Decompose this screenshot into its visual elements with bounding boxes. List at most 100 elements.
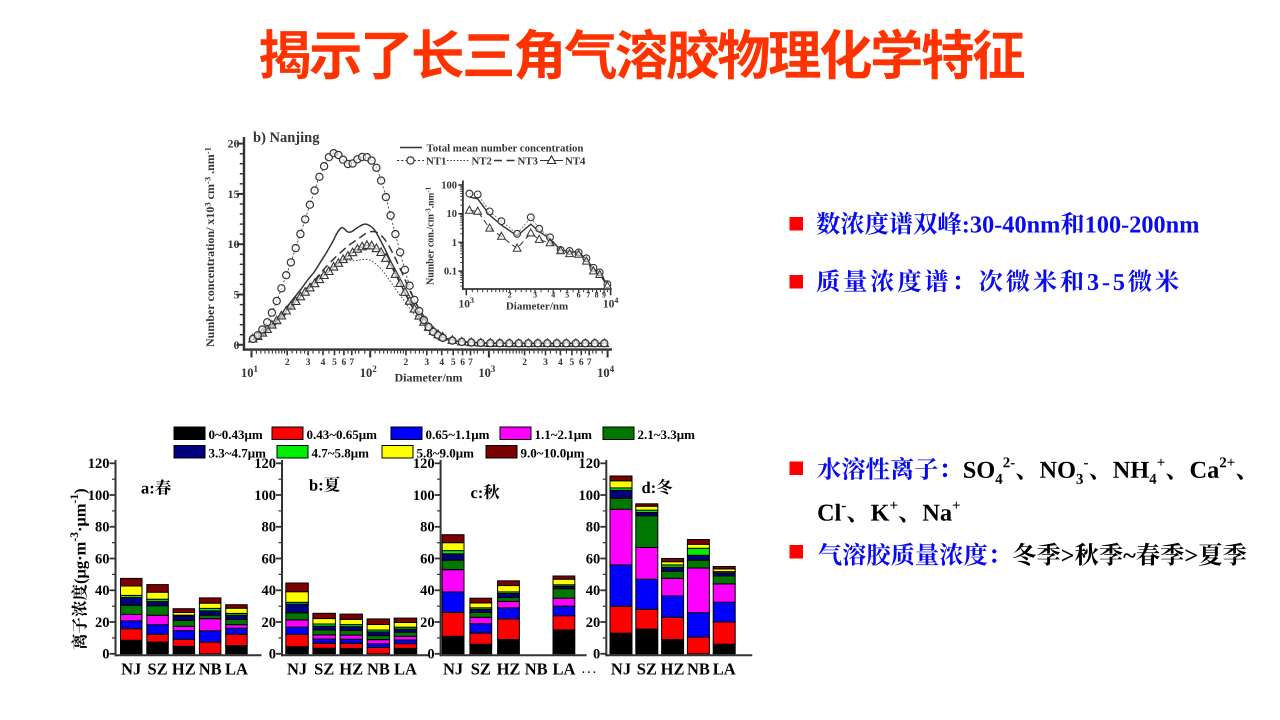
svg-text:7: 7: [587, 358, 592, 368]
svg-text:0: 0: [102, 647, 109, 663]
svg-text:60: 60: [95, 551, 110, 567]
svg-text:7: 7: [586, 290, 590, 299]
svg-text:NJ: NJ: [443, 660, 463, 679]
svg-text:6: 6: [460, 358, 465, 368]
svg-text:HZ: HZ: [497, 660, 521, 679]
svg-text:10: 10: [228, 237, 240, 251]
svg-text:Number con./cm-3.nm-1: Number con./cm-3.nm-1: [425, 186, 437, 285]
svg-text:3: 3: [533, 290, 537, 299]
svg-text:HZ: HZ: [661, 660, 685, 679]
svg-text:10: 10: [447, 209, 458, 220]
svg-text:1.1~2.1μm: 1.1~2.1μm: [535, 427, 593, 442]
svg-text:80: 80: [586, 520, 601, 536]
svg-text:5: 5: [234, 288, 240, 302]
svg-text:0.65~1.1μm: 0.65~1.1μm: [426, 427, 490, 442]
svg-text:2: 2: [285, 358, 290, 368]
svg-text:3.3~4.7μm: 3.3~4.7μm: [209, 445, 267, 460]
svg-text:NJ: NJ: [121, 660, 141, 679]
svg-text:20: 20: [262, 615, 277, 631]
svg-text:0: 0: [593, 647, 600, 663]
svg-text:NT4: NT4: [565, 156, 586, 168]
svg-text:40: 40: [586, 583, 601, 599]
svg-text:2: 2: [508, 290, 512, 299]
svg-text:LA: LA: [552, 660, 575, 679]
svg-text:40: 40: [420, 583, 435, 599]
svg-text:3: 3: [306, 358, 311, 368]
svg-text:20: 20: [420, 615, 435, 631]
svg-text:0: 0: [427, 647, 434, 663]
svg-text:0.1: 0.1: [444, 267, 457, 278]
svg-text:20: 20: [95, 615, 110, 631]
svg-text:NJ: NJ: [287, 660, 307, 679]
svg-text:40: 40: [95, 583, 110, 599]
svg-text:Diameter/nm: Diameter/nm: [506, 301, 568, 313]
svg-text:SZ: SZ: [637, 660, 657, 679]
svg-text:NT2: NT2: [472, 156, 492, 168]
svg-text:2: 2: [522, 358, 527, 368]
svg-text:0: 0: [234, 338, 240, 352]
svg-text:5: 5: [332, 358, 337, 368]
svg-text:LA: LA: [713, 660, 736, 679]
svg-text:60: 60: [262, 551, 277, 567]
svg-text:80: 80: [420, 520, 435, 536]
svg-text:5: 5: [451, 358, 456, 368]
svg-text:20: 20: [228, 137, 240, 151]
svg-text:NT3: NT3: [518, 156, 539, 168]
svg-text:3: 3: [543, 358, 548, 368]
svg-text:6: 6: [342, 358, 347, 368]
svg-text:60: 60: [586, 551, 601, 567]
svg-text:120: 120: [413, 456, 435, 472]
svg-text:4.7~5.8μm: 4.7~5.8μm: [312, 445, 370, 460]
svg-text:80: 80: [262, 520, 277, 536]
svg-text:8: 8: [595, 290, 599, 299]
svg-text:5: 5: [570, 358, 575, 368]
svg-text:4: 4: [321, 358, 326, 368]
svg-text:SZ: SZ: [471, 660, 491, 679]
svg-text:HZ: HZ: [339, 660, 363, 679]
svg-text:120: 120: [579, 456, 601, 472]
svg-text:b) Nanjing: b) Nanjing: [253, 130, 320, 146]
svg-text:0.43~0.65μm: 0.43~0.65μm: [307, 427, 378, 442]
svg-text:LA: LA: [225, 660, 248, 679]
svg-text:2: 2: [404, 358, 409, 368]
svg-text:4: 4: [551, 290, 555, 299]
svg-text:NB: NB: [525, 660, 548, 679]
svg-text:100: 100: [579, 488, 601, 504]
svg-text:LA: LA: [394, 660, 417, 679]
svg-text:120: 120: [254, 456, 276, 472]
svg-text:4: 4: [558, 358, 563, 368]
svg-text:NT1: NT1: [426, 156, 446, 168]
svg-text:100: 100: [413, 488, 435, 504]
svg-text:1: 1: [452, 238, 457, 249]
svg-text:9.0~10.0μm: 9.0~10.0μm: [521, 445, 585, 460]
svg-text:80: 80: [95, 520, 110, 536]
svg-text:6: 6: [579, 358, 584, 368]
svg-text:Number concentration/ x103 cm-: Number concentration/ x103 cm-3 .nm-1: [203, 147, 218, 347]
svg-text:6: 6: [577, 290, 581, 299]
svg-text:Diameter/nm: Diameter/nm: [395, 371, 463, 385]
svg-text:100: 100: [441, 181, 457, 192]
svg-text:SZ: SZ: [314, 660, 334, 679]
svg-text:9: 9: [602, 290, 606, 299]
svg-text:4: 4: [439, 358, 444, 368]
svg-text:100: 100: [88, 488, 110, 504]
svg-text:20: 20: [586, 615, 601, 631]
svg-text:NJ: NJ: [611, 660, 631, 679]
svg-text:0~0.43μm: 0~0.43μm: [209, 427, 263, 442]
svg-text:60: 60: [420, 551, 435, 567]
svg-text:HZ: HZ: [172, 660, 196, 679]
svg-text:5.8~9.0μm: 5.8~9.0μm: [417, 445, 475, 460]
svg-text:5: 5: [565, 290, 569, 299]
svg-text:40: 40: [262, 583, 277, 599]
svg-text:NB: NB: [199, 660, 222, 679]
svg-text:0: 0: [269, 647, 276, 663]
svg-text:7: 7: [468, 358, 473, 368]
svg-text:NB: NB: [687, 660, 710, 679]
svg-text:3: 3: [424, 358, 429, 368]
svg-text:15: 15: [228, 187, 240, 201]
svg-text:100: 100: [254, 488, 276, 504]
svg-text:. . .: . . .: [582, 664, 596, 676]
svg-text:SZ: SZ: [148, 660, 168, 679]
svg-text:7: 7: [349, 358, 354, 368]
svg-text:120: 120: [88, 456, 110, 472]
